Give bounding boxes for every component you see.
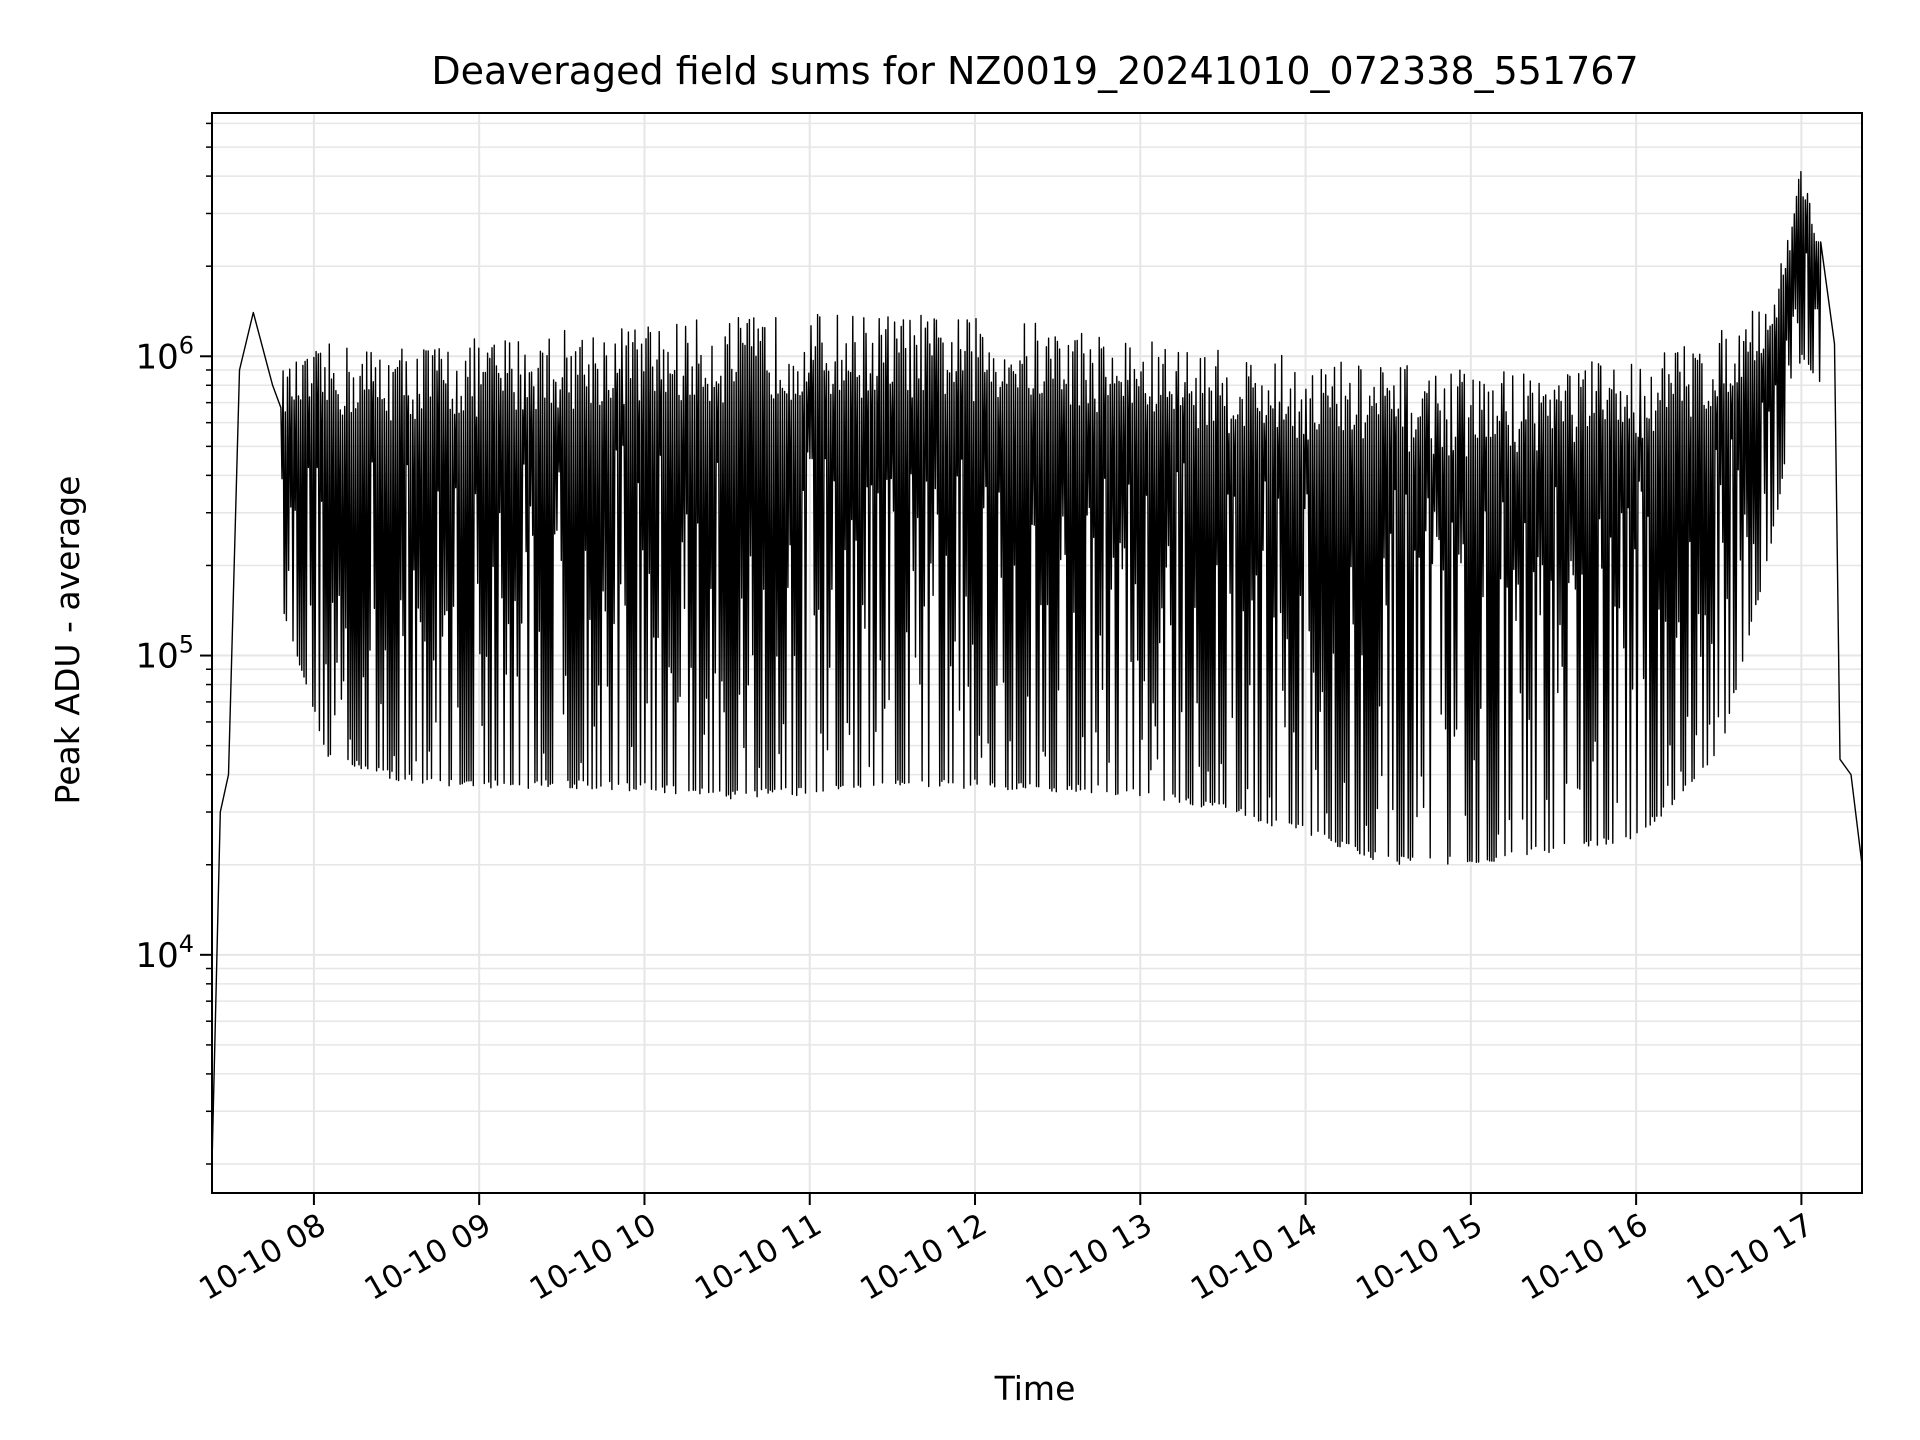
y-tick-label: 104 [135,930,194,976]
plot-frame [211,112,1863,1194]
chart-title: Deaveraged field sums for NZ0019_2024101… [431,49,1638,93]
y-axis-label: Peak ADU - average [48,476,87,805]
series-line [211,171,1863,1165]
y-tick-label: 105 [135,631,194,677]
y-tick-label: 106 [135,331,194,377]
series-line-path [211,171,1863,1165]
y-axis: 104 105 106 [135,122,212,1165]
x-axis-label: Time [994,1369,1076,1408]
